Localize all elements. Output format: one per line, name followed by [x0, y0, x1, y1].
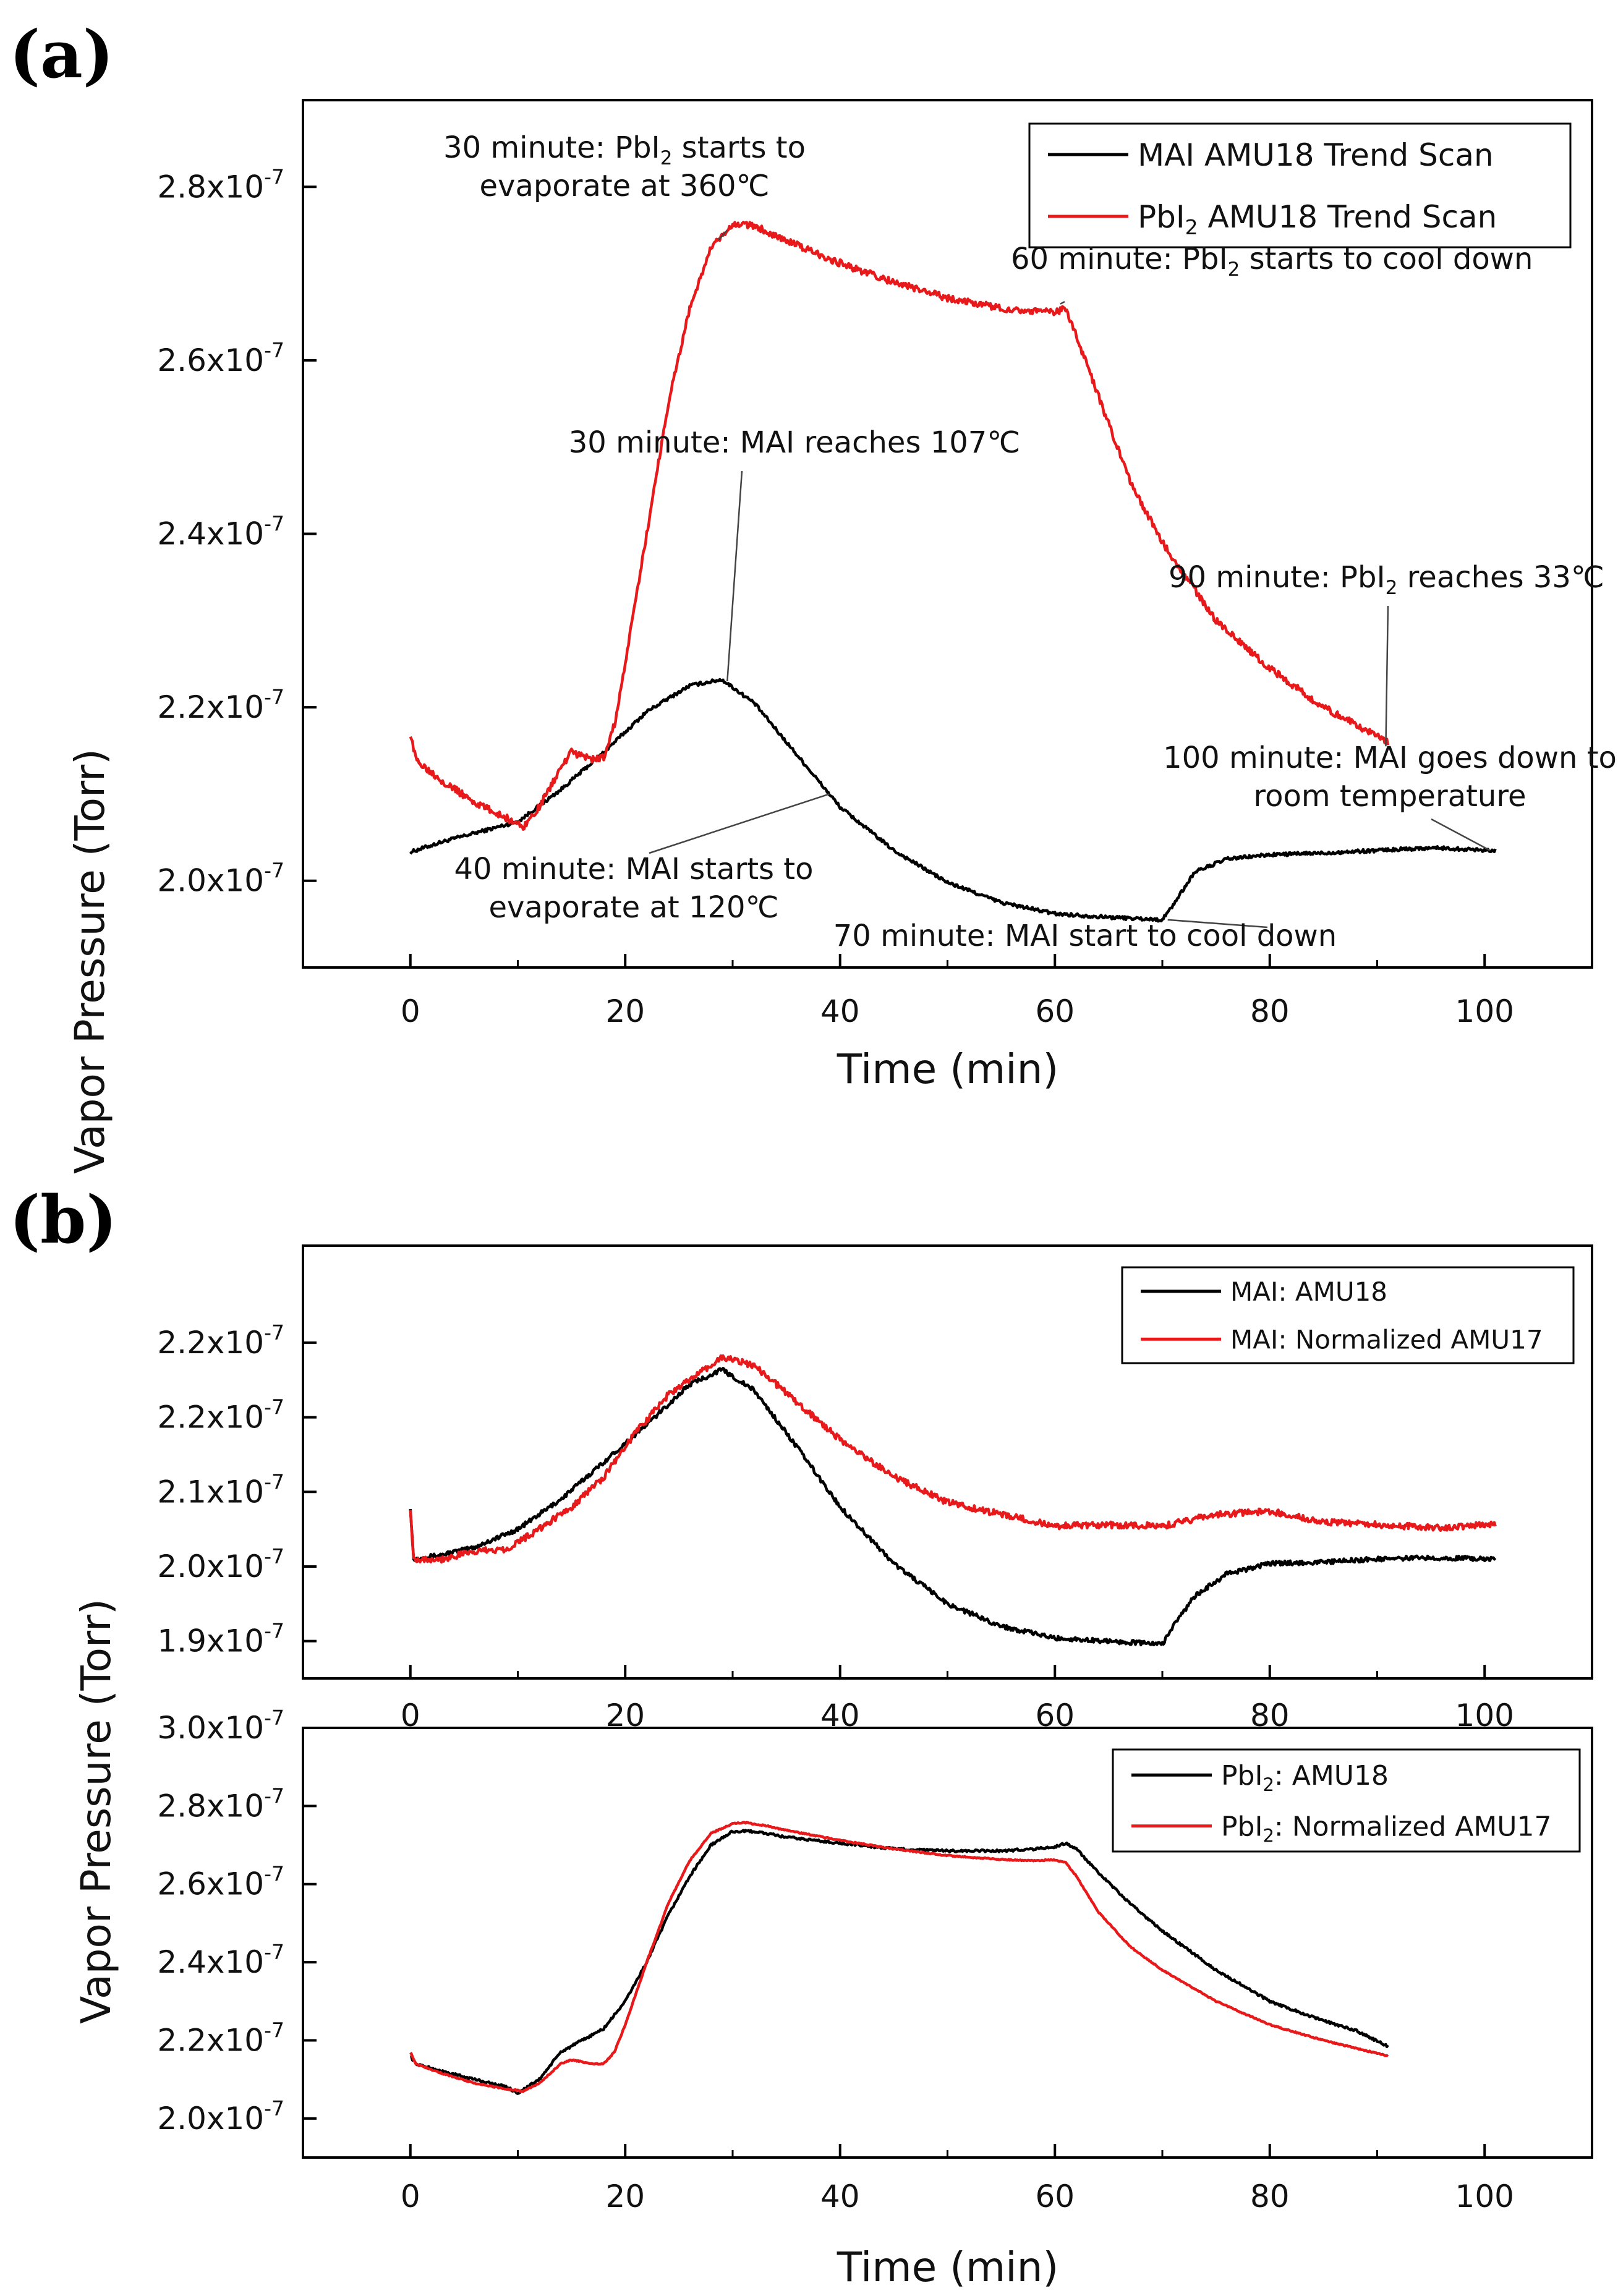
chart-a-xlabel: Time (min)	[837, 1045, 1058, 1093]
series-line-black	[409, 1367, 1497, 1647]
x-tick-label: 40	[820, 2179, 860, 2214]
y-tick-label: 2.4x10-7	[157, 1940, 284, 1980]
x-tick-label: 80	[1250, 2179, 1290, 2214]
series-line-red	[409, 1821, 1389, 2093]
y-tick-label: 2.0x10-7	[157, 1544, 284, 1584]
x-tick-label: 60	[1035, 993, 1075, 1029]
y-tick-label: 2.2x10-7	[157, 1395, 284, 1435]
annotation-text: evaporate at 120℃	[489, 890, 779, 925]
annotation-leader-line	[649, 793, 830, 854]
x-tick-label: 20	[605, 2179, 645, 2214]
annotation-text: 60 minute: PbI2 starts to cool down	[1011, 242, 1533, 281]
x-tick-label: 0	[401, 993, 420, 1029]
chart-a: 0 20 40 60 80 100 2.0x10-7 2.2x10-7 2.4x10-7 2.6x…	[157, 99, 1617, 1029]
y-tick-label: 1.9x10-7	[157, 1619, 284, 1659]
x-tick-label: 40	[820, 993, 860, 1029]
x-tick-label: 80	[1250, 993, 1290, 1029]
chart-b-bottom: 0 20 40 60 80 100 2.0x10-7 2.2x10-7 2.4x10-7 2.6x…	[157, 1706, 1593, 2214]
annotation-leader-line	[1167, 919, 1268, 929]
y-tick-label: 2.2x10-7	[157, 1320, 284, 1361]
annotation-leader-line	[718, 229, 728, 240]
y-tick-label: 2.4x10-7	[157, 512, 284, 552]
y-tick-label: 2.6x10-7	[157, 338, 284, 378]
x-tick-label: 20	[605, 993, 645, 1029]
annotation-text: 30 minute: MAI reaches 107℃	[569, 425, 1020, 460]
legend-box	[1112, 1748, 1581, 1853]
annotation-text: 40 minute: MAI starts to	[454, 852, 814, 887]
panel-label-b: (b)	[9, 1181, 117, 1258]
series-line-red	[409, 221, 1390, 831]
y-tick-label: 2.2x10-7	[157, 685, 284, 725]
y-tick-label: 2.6x10-7	[157, 1862, 284, 1902]
annotation-leader-line	[1060, 300, 1065, 305]
annotation-text: 70 minute: MAI start to cool down	[833, 919, 1337, 953]
y-tick-label: 2.8x10-7	[157, 164, 284, 205]
chart-b-ylabel: Vapor Pressure (Torr)	[72, 1599, 120, 2024]
annotation-text: evaporate at 360℃	[480, 169, 770, 203]
series-line-red	[409, 1354, 1497, 1564]
x-tick-label: 0	[401, 2179, 420, 2214]
annotation-leader-line	[726, 470, 743, 682]
y-tick-label: 2.0x10-7	[157, 2096, 284, 2137]
legend-entry: PbI2: AMU18	[1221, 1760, 1389, 1795]
chart-b-top: 0 20 40 60 80 1001.9x10-72.0x10-72.1x10-72.2x…	[157, 1244, 1593, 1733]
annotation-leader-line	[1431, 818, 1491, 851]
series-line-black	[410, 1829, 1389, 2095]
panel-label-a: (a)	[9, 15, 114, 93]
y-tick-label: 2.0x10-7	[157, 859, 284, 899]
series-line-black	[409, 678, 1497, 923]
x-tick-label: 100	[1455, 2179, 1514, 2214]
y-tick-label: 2.2x10-7	[157, 2018, 284, 2058]
annotation-text: 30 minute: PbI2 starts to	[443, 130, 806, 169]
x-tick-label: 100	[1455, 993, 1514, 1029]
legend-box	[1028, 122, 1572, 249]
annotation-leader-line	[1385, 605, 1389, 747]
legend-entry: MAI: Normalized AMU17	[1230, 1324, 1543, 1354]
chart-a-ylabel: Vapor Pressure (Torr)	[66, 749, 114, 1174]
legend-entry: MAI: AMU18	[1230, 1277, 1387, 1307]
y-tick-label: 2.1x10-7	[157, 1469, 284, 1510]
legend-entry: PbI2 AMU18 Trend Scan	[1138, 199, 1497, 239]
annotation-text: 90 minute: PbI2 reaches 33℃	[1169, 560, 1604, 599]
y-tick-label: 3.0x10-7	[157, 1706, 284, 1746]
legend-box	[1121, 1266, 1575, 1364]
legend-entry: MAI AMU18 Trend Scan	[1138, 137, 1494, 173]
x-tick-label: 60	[1035, 2179, 1075, 2214]
y-tick-label: 2.8x10-7	[157, 1784, 284, 1824]
chart-b-xlabel: Time (min)	[837, 2243, 1058, 2291]
annotation-text: 100 minute: MAI goes down to	[1163, 741, 1617, 775]
legend-entry: PbI2: Normalized AMU17	[1221, 1811, 1551, 1847]
annotation-text: room temperature	[1253, 779, 1526, 814]
